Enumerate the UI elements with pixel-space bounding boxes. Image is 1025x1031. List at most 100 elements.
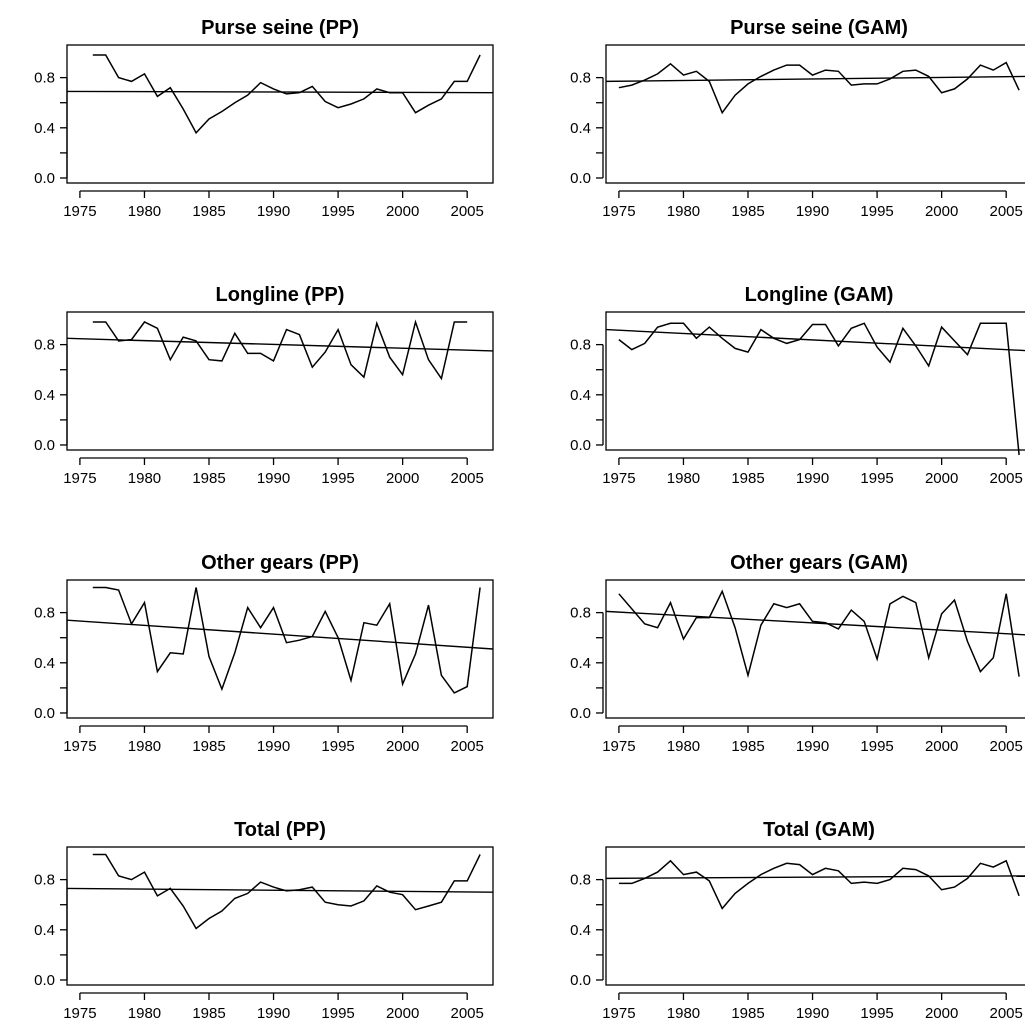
- x-tick-label: 1990: [796, 203, 829, 220]
- y-tick-label: 0.4: [34, 655, 55, 672]
- x-tick-label: 1990: [796, 1005, 829, 1022]
- x-tick-label: 1980: [128, 203, 161, 220]
- x-tick-label: 1980: [128, 738, 161, 755]
- x-tick-label: 1975: [602, 470, 635, 487]
- trend-line: [606, 328, 1025, 352]
- x-tick-label: 1995: [321, 203, 354, 220]
- panel-title: Total (GAM): [763, 819, 875, 841]
- y-tick-label: 0.0: [34, 972, 55, 989]
- y-tick-label: 0.8: [34, 70, 55, 87]
- x-tick-label: 2005: [989, 470, 1022, 487]
- series-line: [92, 586, 481, 694]
- y-tick-label: 0.0: [34, 705, 55, 722]
- y-tick-label: 0.4: [34, 922, 55, 939]
- x-tick-label: 1975: [602, 1005, 635, 1022]
- x-tick-label: 1990: [257, 738, 290, 755]
- x-tick-label: 2000: [386, 1005, 419, 1022]
- x-tick-label: 1975: [63, 1005, 96, 1022]
- series-line: [92, 54, 481, 135]
- panel-title: Longline (PP): [216, 284, 345, 306]
- x-tick-label: 1975: [63, 203, 96, 220]
- y-tick-label: 0.4: [570, 120, 591, 137]
- plot-frame: [66, 579, 494, 719]
- panel-3: Longline (PP) 0.0 0.4 0.8 1975 1980 1985 1990 19…: [34, 284, 494, 487]
- x-tick-label: 1990: [796, 738, 829, 755]
- panel-1: Purse seine (PP) 0.0 0.4 0.8 1975 1980 1985 199…: [34, 17, 494, 220]
- y-tick-label: 0.8: [570, 605, 591, 622]
- y-tick-label: 0.8: [570, 337, 591, 354]
- trend-line: [606, 610, 1025, 636]
- x-tick-label: 1985: [731, 738, 764, 755]
- panel-6: Other gears (GAM) 0.0 0.4 0.8 1975 1980 1985 19…: [570, 552, 1025, 755]
- x-tick-label: 1975: [63, 470, 96, 487]
- panel-title: Other gears (PP): [201, 552, 359, 574]
- x-tick-label: 2005: [989, 203, 1022, 220]
- series-line: [618, 61, 1020, 115]
- x-tick-label: 1995: [860, 470, 893, 487]
- x-tick-label: 2005: [450, 470, 483, 487]
- x-tick-label: 2000: [925, 203, 958, 220]
- plot-frame: [66, 44, 494, 184]
- panel-title: Purse seine (PP): [201, 17, 359, 39]
- x-tick-label: 1995: [321, 738, 354, 755]
- y-tick-label: 0.0: [570, 170, 591, 187]
- y-tick-label: 0.8: [34, 872, 55, 889]
- trend-line: [606, 875, 1025, 880]
- panel-title: Total (PP): [234, 819, 326, 841]
- x-tick-label: 2000: [386, 470, 419, 487]
- x-tick-label: 1995: [321, 470, 354, 487]
- panel-7: Total (PP) 0.0 0.4 0.8 1975 1980 1985 1990 1995 2…: [34, 819, 494, 1022]
- y-tick-label: 0.8: [34, 605, 55, 622]
- y-tick-label: 0.0: [570, 437, 591, 454]
- x-tick-label: 1985: [192, 470, 225, 487]
- panel-title: Longline (GAM): [745, 284, 894, 306]
- plot-frame: [605, 311, 1025, 451]
- x-tick-label: 2000: [925, 470, 958, 487]
- y-tick-label: 0.8: [570, 70, 591, 87]
- series-line: [92, 319, 468, 381]
- trend-line: [606, 75, 1025, 83]
- x-tick-label: 1985: [731, 470, 764, 487]
- x-tick-label: 1980: [128, 1005, 161, 1022]
- x-tick-label: 1980: [667, 1005, 700, 1022]
- x-tick-label: 1995: [321, 1005, 354, 1022]
- panel-title: Purse seine (GAM): [730, 17, 908, 39]
- panel-title: Other gears (GAM): [730, 552, 908, 574]
- x-tick-label: 1980: [667, 470, 700, 487]
- series-line: [618, 589, 1020, 679]
- y-tick-label: 0.8: [34, 337, 55, 354]
- x-tick-label: 1980: [128, 470, 161, 487]
- panel-5: Other gears (PP) 0.0 0.4 0.8 1975 1980 1985 199…: [34, 552, 494, 755]
- panel-8: Total (GAM) 0.0 0.4 0.8 1975 1980 1985 1990 1995…: [570, 819, 1025, 1022]
- x-tick-label: 2005: [450, 738, 483, 755]
- x-tick-label: 1975: [602, 738, 635, 755]
- y-tick-label: 0.4: [570, 387, 591, 404]
- x-tick-label: 1985: [192, 1005, 225, 1022]
- y-tick-label: 0.4: [570, 922, 591, 939]
- series-line: [92, 853, 481, 930]
- x-tick-label: 1990: [257, 1005, 290, 1022]
- plot-frame: [66, 846, 494, 986]
- x-tick-label: 2000: [386, 203, 419, 220]
- x-tick-label: 1995: [860, 1005, 893, 1022]
- x-tick-label: 2005: [450, 203, 483, 220]
- plot-frame: [605, 579, 1025, 719]
- x-tick-label: 2000: [386, 738, 419, 755]
- x-tick-label: 1990: [257, 470, 290, 487]
- panel-2: Purse seine (GAM) 0.0 0.4 0.8 1975 1980 1985 19…: [570, 17, 1025, 220]
- x-tick-label: 1985: [731, 203, 764, 220]
- y-tick-label: 0.0: [34, 437, 55, 454]
- y-tick-label: 0.0: [570, 972, 591, 989]
- x-tick-label: 1990: [796, 470, 829, 487]
- x-tick-label: 1985: [731, 1005, 764, 1022]
- x-tick-label: 1980: [667, 738, 700, 755]
- y-tick-label: 0.4: [34, 120, 55, 137]
- x-tick-label: 1975: [63, 738, 96, 755]
- y-tick-label: 0.8: [570, 872, 591, 889]
- y-tick-label: 0.0: [34, 170, 55, 187]
- plot-frame: [605, 846, 1025, 986]
- x-tick-label: 1985: [192, 738, 225, 755]
- plot-frame: [66, 311, 494, 451]
- y-tick-label: 0.4: [570, 655, 591, 672]
